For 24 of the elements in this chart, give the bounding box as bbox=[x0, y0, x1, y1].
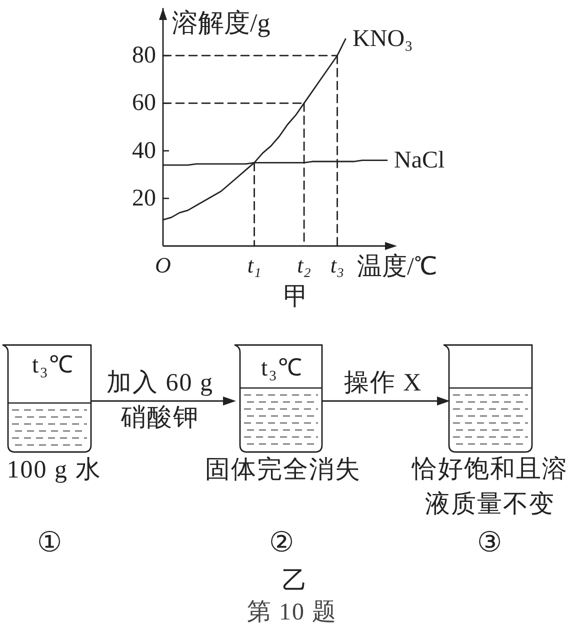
text: 操作 X bbox=[344, 368, 422, 398]
text: 恰好饱和且溶液质量不变 bbox=[410, 454, 569, 520]
x-tick-label: t₂ bbox=[297, 252, 312, 278]
text: ① bbox=[37, 526, 63, 560]
text: t₃℃ bbox=[260, 354, 304, 384]
y-tick-label: 80 bbox=[132, 42, 156, 69]
text: ③ bbox=[477, 526, 503, 560]
text: 乙 bbox=[282, 566, 308, 596]
text: 100 g 水 bbox=[6, 456, 102, 486]
y-tick-label: 40 bbox=[132, 138, 156, 164]
text: 第 10 题 bbox=[247, 598, 337, 627]
x-tick-label: O bbox=[155, 252, 172, 278]
x-tick-label: t₁ bbox=[247, 252, 262, 278]
text: 加入 60 g bbox=[106, 368, 214, 398]
y-axis-title: 溶解度/g bbox=[172, 8, 270, 38]
text: 甲 bbox=[284, 284, 308, 310]
x-axis-title: 温度/℃ bbox=[357, 252, 437, 280]
text: 硝酸钾 bbox=[121, 404, 199, 434]
text: ② bbox=[269, 526, 295, 560]
y-tick-label: 20 bbox=[132, 185, 156, 212]
x-tick-label: t₃ bbox=[330, 252, 344, 278]
text: 固体完全消失 bbox=[205, 455, 361, 486]
text: t₃℃ bbox=[32, 352, 74, 380]
y-tick-label: 60 bbox=[132, 90, 156, 116]
